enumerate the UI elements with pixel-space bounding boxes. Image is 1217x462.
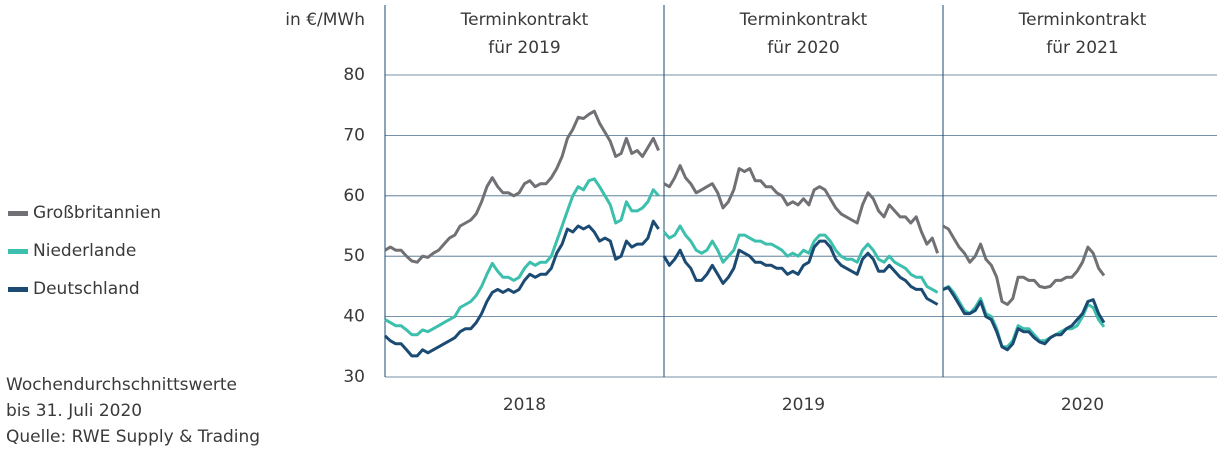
panel-header: für 2019 [488, 38, 560, 58]
panel-header: Terminkontrakt [460, 10, 589, 30]
legend-swatch [8, 287, 28, 292]
series-line [942, 224, 1106, 306]
legend-label: Niederlande [33, 241, 136, 261]
panel-header: für 2021 [1046, 38, 1118, 58]
series-line [383, 219, 660, 358]
note: Wochendurchschnittswerte [6, 375, 237, 395]
y-tick-label: 40 [343, 307, 365, 327]
x-tick-label: 2019 [782, 395, 825, 415]
series-line [942, 286, 1106, 352]
x-tick-label: 2020 [1061, 395, 1104, 415]
y-tick-label: 70 [343, 125, 365, 145]
series-line [384, 109, 660, 264]
series-line [384, 177, 660, 337]
x-tick-label: 2018 [503, 395, 546, 415]
panel-header: Terminkontrakt [1018, 10, 1147, 30]
legend-label: Großbritannien [33, 203, 161, 223]
series-line [662, 224, 939, 294]
legend-swatch [8, 249, 28, 254]
y-axis-label: in €/MWh [285, 10, 365, 30]
legend-swatch [8, 211, 28, 216]
series-line [662, 239, 939, 306]
y-tick-label: 80 [343, 65, 365, 85]
y-tick-label: 50 [343, 246, 365, 266]
y-tick-label: 60 [343, 186, 365, 206]
legend-label: Deutschland [33, 279, 140, 299]
note: bis 31. Juli 2020 [6, 401, 142, 421]
panel-header: für 2020 [767, 38, 839, 58]
panel-header: Terminkontrakt [739, 10, 868, 30]
series-line [663, 164, 940, 254]
note: Quelle: RWE Supply & Trading [6, 427, 260, 447]
y-tick-label: 30 [343, 367, 365, 387]
